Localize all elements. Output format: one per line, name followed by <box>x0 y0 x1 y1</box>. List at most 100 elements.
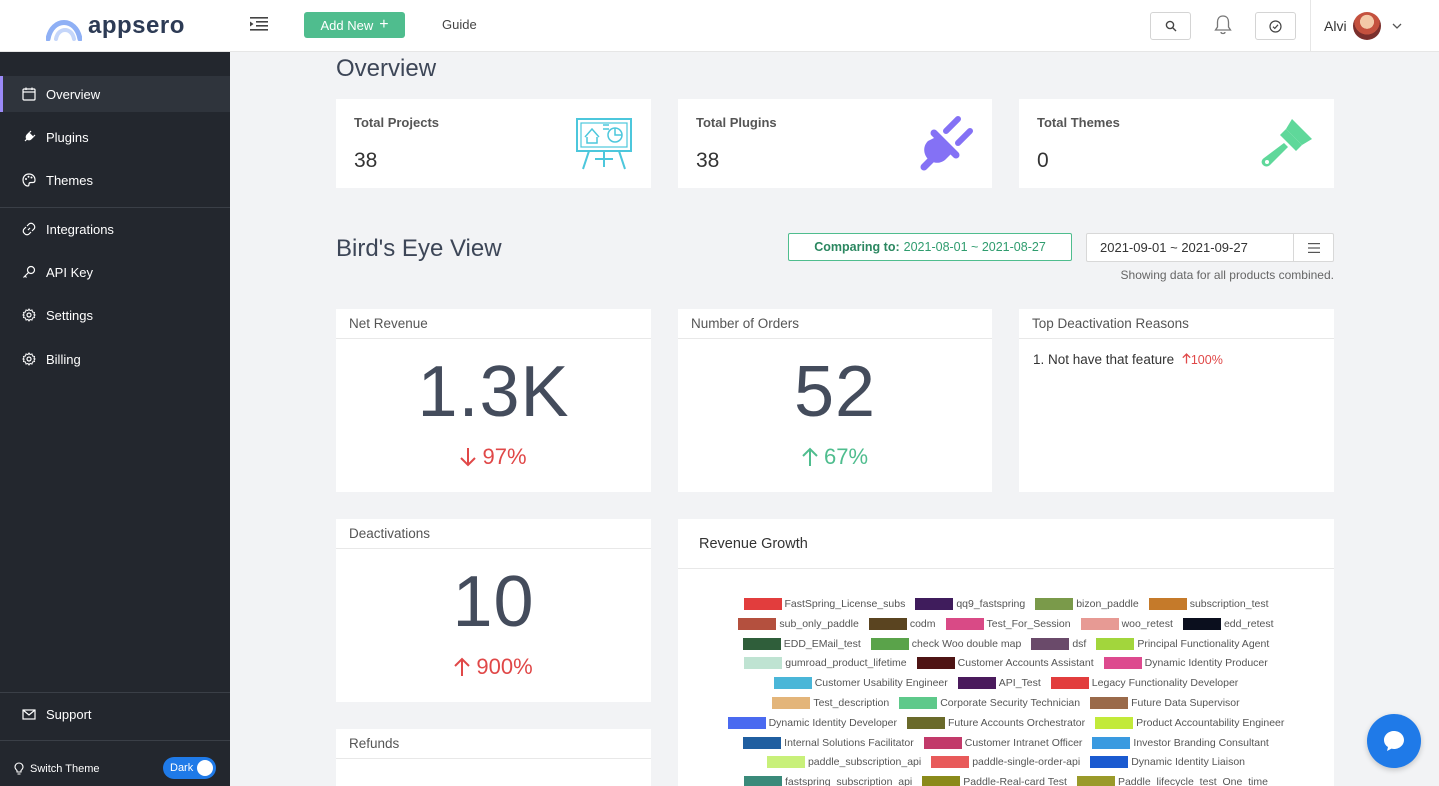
legend-item[interactable]: Test_description <box>772 697 889 709</box>
comparing-label: Comparing to: <box>814 240 900 254</box>
legend-item[interactable]: gumroad_product_lifetime <box>744 657 907 670</box>
legend-item[interactable]: sub_only_paddle <box>738 617 859 630</box>
legend-item[interactable]: Principal Functionality Agent <box>1096 637 1270 650</box>
legend-item[interactable]: Corporate Security Technician <box>899 697 1080 709</box>
menu-toggle-icon[interactable] <box>250 16 268 32</box>
legend-label: Principal Functionality Agent <box>1137 637 1270 650</box>
legend-item[interactable]: Dynamic Identity Developer <box>727 716 897 729</box>
arrow-down-icon <box>460 448 477 467</box>
legend-swatch <box>906 716 945 729</box>
sidebar-item-plugins[interactable]: Plugins <box>0 119 230 155</box>
legend-item[interactable]: Internal Solutions Facilitator <box>743 736 914 749</box>
date-range-value: 2021-09-01 ~ 2021-09-27 <box>1100 240 1248 255</box>
legend-swatch <box>868 617 907 630</box>
legend-label: Product Accountability Engineer <box>1136 716 1285 729</box>
legend-item[interactable]: codm <box>868 617 936 630</box>
sidebar-item-themes[interactable]: Themes <box>0 162 230 198</box>
legend-item[interactable]: FastSpring_License_subs <box>743 598 905 610</box>
gear-icon <box>22 352 36 366</box>
metric-label: Refunds <box>336 729 651 759</box>
legend-item[interactable]: Paddle-Real-card Test <box>922 776 1067 786</box>
legend-item[interactable]: Product Accountability Engineer <box>1095 716 1285 729</box>
showing-data-note: Showing data for all products combined. <box>1120 268 1334 282</box>
legend-swatch <box>1050 677 1089 690</box>
metric-delta-value: 67% <box>823 444 869 469</box>
legend-item[interactable]: Customer Intranet Officer <box>923 736 1082 749</box>
birds-eye-title: Bird's Eye View <box>336 235 502 262</box>
legend-item[interactable]: Test_For_Session <box>945 617 1071 630</box>
legend-label: Test_description <box>813 697 890 709</box>
comparing-to-badge[interactable]: Comparing to: 2021-08-01 ~ 2021-08-27 <box>788 233 1072 261</box>
legend-swatch <box>1090 697 1129 709</box>
sidebar-item-settings[interactable]: Settings <box>0 297 230 333</box>
key-icon <box>23 265 36 278</box>
legend-swatch <box>957 677 996 690</box>
search-button[interactable] <box>1150 12 1191 40</box>
palette-icon <box>22 173 36 187</box>
date-range-picker[interactable]: 2021-09-01 ~ 2021-09-27 <box>1086 233 1334 262</box>
legend-row: paddle_subscription_api paddle-single-ord… <box>678 754 1334 770</box>
legend-row: EDD_EMail_test check Woo double map dsf Pri… <box>678 636 1334 652</box>
legend-item[interactable]: paddle-single-order-api <box>931 756 1080 769</box>
chat-icon <box>1384 731 1404 751</box>
sidebar-item-billing[interactable]: Billing <box>0 341 230 377</box>
metric-card-net-revenue: Net Revenue 1.3K 97% <box>336 309 651 492</box>
metric-label: Net Revenue <box>336 309 651 339</box>
bell-icon[interactable] <box>1213 14 1233 36</box>
stat-label: Total Projects <box>354 115 440 130</box>
legend-item[interactable]: Legacy Functionality Developer <box>1050 677 1239 690</box>
metric-card-deactivations: Deactivations 10 900% <box>336 519 651 702</box>
legend-label: subscription_test <box>1189 598 1269 610</box>
legend-item[interactable]: Future Accounts Orchestrator <box>906 716 1085 729</box>
appsero-logo-icon <box>46 20 82 41</box>
date-range-menu-button[interactable] <box>1293 234 1333 261</box>
legend-swatch <box>744 776 783 786</box>
legend-item[interactable]: subscription_test <box>1148 598 1269 610</box>
plug-icon <box>24 130 36 142</box>
sidebar-item-label: Overview <box>46 86 101 102</box>
legend-row: Customer Usability Engineer API_Test Legac… <box>678 675 1334 691</box>
legend-swatch <box>743 736 782 749</box>
legend-swatch <box>899 697 938 709</box>
legend-row: sub_only_paddle codm Test_For_Session woo_r… <box>678 616 1334 632</box>
metric-value: 1.3K <box>417 352 570 432</box>
legend-item[interactable]: woo_retest <box>1080 617 1173 630</box>
status-button[interactable] <box>1255 12 1296 40</box>
legend-label: Legacy Functionality Developer <box>1091 677 1239 690</box>
metric-delta: 97% <box>336 444 651 470</box>
legend-item[interactable]: EDD_EMail_test <box>742 637 861 650</box>
sidebar-item-api-key[interactable]: API Key <box>0 254 230 290</box>
theme-toggle[interactable]: Dark <box>163 757 216 779</box>
legend-swatch <box>773 677 812 690</box>
legend-item[interactable]: Customer Accounts Assistant <box>916 657 1094 670</box>
sidebar-divider <box>0 692 230 693</box>
legend-label: Test_For_Session <box>986 617 1071 630</box>
sidebar-item-label: Support <box>46 706 92 722</box>
guide-link[interactable]: Guide <box>442 17 477 32</box>
user-menu[interactable]: Alvi <box>1324 12 1403 40</box>
user-name: Alvi <box>1324 18 1347 34</box>
legend-item[interactable]: Customer Usability Engineer <box>773 677 948 690</box>
legend-swatch <box>766 756 805 769</box>
metric-delta: 900% <box>336 654 651 680</box>
logo[interactable]: appsero <box>46 10 185 42</box>
legend-item[interactable]: Dynamic Identity Producer <box>1103 657 1268 670</box>
sidebar-item-overview[interactable]: Overview <box>0 76 230 112</box>
sidebar-item-support[interactable]: Support <box>0 696 230 732</box>
legend-item[interactable]: dsf <box>1031 637 1086 650</box>
sidebar-item-integrations[interactable]: Integrations <box>0 211 230 247</box>
link-icon <box>22 222 36 236</box>
legend-item[interactable]: Future Data Supervisor <box>1090 697 1240 709</box>
legend-item[interactable]: qq9_fastspring <box>915 598 1025 610</box>
legend-item[interactable]: check Woo double map <box>870 637 1021 650</box>
legend-item[interactable]: Investor Branding Consultant <box>1092 736 1269 749</box>
legend-item[interactable]: Paddle_lifecycle_test_One_time <box>1076 776 1268 786</box>
legend-item[interactable]: Dynamic Identity Liaison <box>1090 756 1245 769</box>
add-new-button[interactable]: Add New + <box>304 12 405 38</box>
legend-item[interactable]: bizon_paddle <box>1035 598 1139 610</box>
legend-item[interactable]: paddle_subscription_api <box>766 756 921 769</box>
legend-item[interactable]: fastspring_subscription_api <box>744 776 912 786</box>
legend-item[interactable]: API_Test <box>957 677 1041 690</box>
chat-button[interactable] <box>1367 714 1421 768</box>
legend-item[interactable]: edd_retest <box>1182 617 1274 630</box>
